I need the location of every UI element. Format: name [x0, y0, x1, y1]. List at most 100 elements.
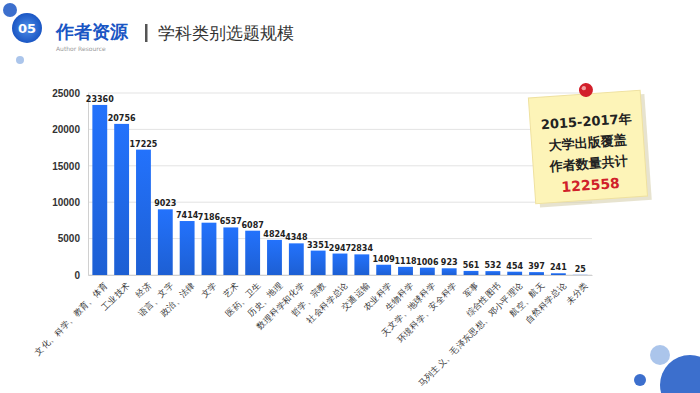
- decoration: [3, 3, 700, 393]
- badge: [12, 13, 42, 43]
- x-axis: 文化、科学、教育、体育工业技术经济语言、文字政治、法律文学艺术医药、卫生历史、地…: [33, 275, 593, 389]
- x-tick: 艺术: [221, 275, 241, 300]
- bar: [464, 271, 479, 275]
- data-label: 20756: [108, 114, 136, 123]
- bar: [136, 150, 151, 275]
- x-tick-label: 工业技术: [99, 280, 132, 313]
- bar: [529, 272, 544, 275]
- bar: [398, 267, 413, 275]
- bar: [507, 272, 522, 275]
- data-label: 923: [441, 258, 458, 267]
- y-tick: 5000: [58, 233, 88, 244]
- y-tick-label: 10000: [52, 197, 80, 208]
- bar: [245, 231, 260, 275]
- data-label: 1118: [394, 257, 417, 266]
- y-tick: 10000: [52, 197, 88, 208]
- bar: [376, 265, 391, 275]
- y-tick-label: 25000: [52, 88, 80, 99]
- y-tick-label: 15000: [52, 161, 80, 172]
- x-tick-label: 未分类: [564, 280, 590, 306]
- bar: [92, 105, 107, 275]
- data-label: 3351: [307, 241, 330, 250]
- x-tick-label: 马列主义、毛泽东思想、邓小平理论: [416, 280, 525, 389]
- data-label: 6087: [242, 221, 264, 230]
- bar: [442, 268, 457, 275]
- x-tick: 马列主义、毛泽东思想、邓小平理论: [416, 275, 525, 389]
- x-tick: 环境科学、安全科学: [395, 275, 459, 344]
- data-labels: 2336020756172259023741471866537608748244…: [86, 95, 586, 274]
- separator: [145, 24, 148, 42]
- bar: [158, 209, 173, 275]
- data-label: 7186: [198, 213, 221, 222]
- data-label: 17225: [130, 140, 158, 149]
- bar: [551, 273, 566, 275]
- x-axis-line: [89, 275, 593, 276]
- data-label: 241: [550, 263, 567, 272]
- bar: [289, 243, 304, 275]
- bar: [202, 223, 217, 275]
- y-tick: 0: [74, 270, 88, 281]
- data-label: 6537: [220, 217, 242, 226]
- data-label: 561: [463, 261, 480, 270]
- badge-number: 05: [18, 21, 36, 36]
- bar: [573, 274, 588, 275]
- section-subtitle: Author Resource: [56, 45, 106, 52]
- y-tick: 25000: [52, 88, 88, 99]
- data-label: 532: [485, 261, 502, 270]
- data-label: 7414: [176, 211, 199, 220]
- y-tick: 15000: [52, 161, 88, 172]
- data-label: 9023: [154, 199, 176, 208]
- annotation-value: 122558: [561, 175, 620, 195]
- chart-root: 05 作者资源 Author Resource 学科类别选题规模 0 5000 10000 1…: [0, 0, 700, 393]
- x-tick: 社会科学总论: [305, 275, 350, 325]
- x-tick-label: 文学: [199, 280, 219, 300]
- data-label: 4348: [285, 233, 308, 242]
- x-tick: 文化、科学、教育、体育: [33, 275, 110, 357]
- y-tick-label: 5000: [58, 233, 81, 244]
- data-label: 397: [528, 262, 545, 271]
- header: 05 作者资源 Author Resource 学科类别选题规模: [12, 13, 294, 52]
- bar: [180, 221, 195, 275]
- x-tick: 工业技术: [99, 275, 132, 313]
- bar: [420, 268, 435, 275]
- bar: [114, 124, 129, 275]
- data-label: 25: [575, 265, 587, 274]
- x-tick-label: 政治、法律: [158, 280, 197, 319]
- decor-circle: [16, 56, 24, 64]
- grid-line: [88, 129, 592, 130]
- bar: [333, 254, 348, 275]
- chart-title: 学科类别选题规模: [158, 23, 294, 43]
- x-tick: 未分类: [564, 275, 590, 306]
- grid: [88, 93, 592, 275]
- data-label: 454: [506, 262, 523, 271]
- grid-line: [88, 93, 592, 94]
- data-label: 4824: [263, 230, 286, 239]
- y-tick-label: 0: [74, 270, 80, 281]
- x-tick: 文学: [199, 275, 219, 300]
- note-pin: [578, 83, 593, 98]
- data-label: 2947: [329, 244, 351, 253]
- bar: [354, 254, 369, 275]
- bar: [267, 240, 282, 275]
- decor-circle: [634, 374, 646, 386]
- y-tick-label: 20000: [52, 124, 80, 135]
- note-pin-highlight: [581, 86, 586, 91]
- grid-line: [88, 165, 592, 166]
- data-label: 2834: [351, 244, 374, 253]
- bars: [92, 105, 587, 275]
- y-tick: 20000: [52, 124, 88, 135]
- x-tick: 自然科学总论: [523, 275, 568, 325]
- data-label: 1409: [373, 255, 396, 264]
- note-paper: [528, 90, 647, 204]
- annotation-line: 大学出版覆盖: [548, 132, 627, 152]
- decor-circle: [650, 345, 670, 365]
- bar: [311, 251, 326, 275]
- data-label: 1006: [416, 258, 439, 267]
- annotation-line: 作者数量共计: [549, 153, 629, 173]
- annotation-line: 2015-2017年: [540, 111, 632, 132]
- x-tick: 军事: [461, 275, 481, 300]
- section-title: 作者资源: [55, 21, 129, 42]
- data-label: 23360: [86, 95, 114, 104]
- decor-circle: [3, 3, 17, 17]
- annotation: 2015-2017年大学出版覆盖作者数量共计122558: [528, 79, 652, 208]
